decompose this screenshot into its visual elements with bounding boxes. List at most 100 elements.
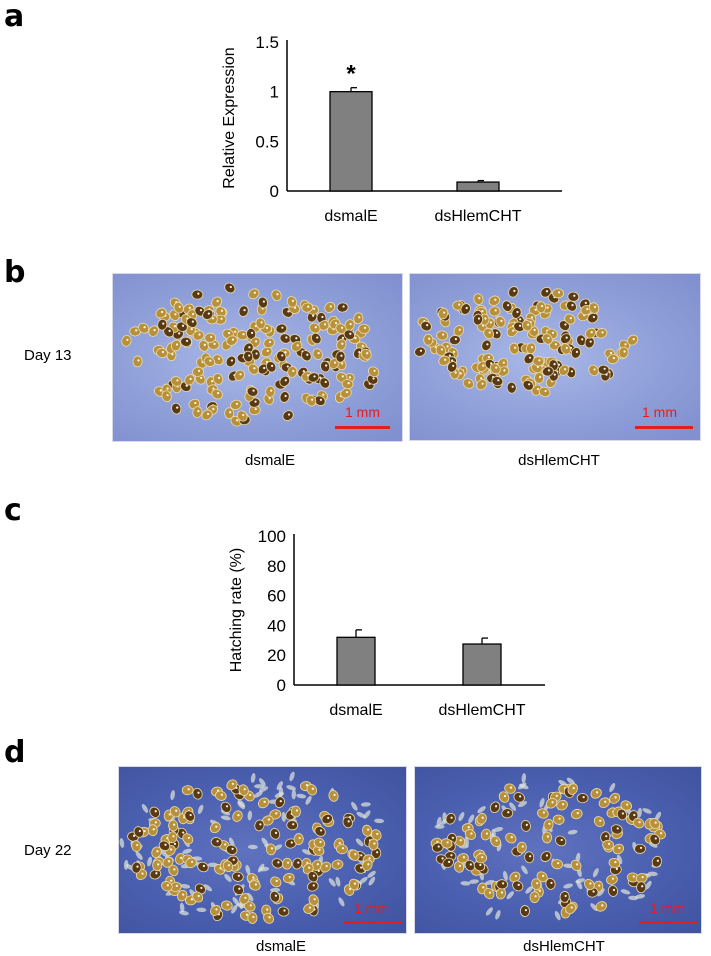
hatched-shell	[576, 880, 583, 890]
egg	[265, 843, 276, 856]
a-bar-dsmalE	[329, 91, 373, 192]
egg	[607, 353, 619, 365]
egg	[321, 813, 333, 825]
egg	[555, 835, 567, 847]
photo-b-dsmale: 1 mm	[112, 273, 403, 442]
egg	[552, 814, 565, 825]
egg	[152, 859, 163, 872]
hatched-shell	[355, 838, 364, 847]
egg	[560, 333, 572, 344]
c-bar-dsmalE	[336, 636, 376, 686]
hatched-shell	[642, 808, 652, 814]
egg	[551, 859, 564, 870]
egg	[246, 386, 259, 397]
egg	[269, 809, 282, 820]
egg	[453, 861, 465, 873]
hatched-shell	[119, 838, 125, 848]
egg	[488, 295, 501, 306]
egg	[534, 372, 545, 384]
egg	[290, 805, 301, 818]
egg	[284, 838, 297, 849]
c-y-tick-label: 0	[277, 676, 286, 695]
egg	[301, 350, 312, 362]
egg	[649, 818, 661, 830]
hatched-shell	[254, 784, 265, 789]
egg	[649, 833, 661, 846]
egg	[540, 851, 552, 862]
hatched-shell	[170, 790, 175, 801]
hatched-shell	[567, 829, 578, 835]
egg	[472, 313, 483, 326]
hatched-shell	[289, 771, 295, 782]
egg	[414, 346, 426, 357]
egg	[489, 363, 501, 375]
egg	[203, 356, 216, 367]
egg	[265, 361, 277, 373]
egg	[307, 372, 320, 383]
hatched-shell	[509, 802, 517, 811]
egg	[335, 350, 346, 363]
egg	[588, 302, 600, 314]
egg	[202, 309, 214, 320]
hatched-shell	[258, 786, 269, 793]
egg	[343, 329, 356, 341]
egg	[367, 366, 380, 378]
egg	[271, 289, 282, 302]
hatched-shell	[237, 801, 245, 810]
egg	[270, 876, 282, 888]
egg	[457, 853, 469, 864]
egg-photo	[121, 282, 380, 427]
hatched-shell	[609, 782, 616, 793]
egg	[258, 797, 270, 809]
egg	[250, 348, 261, 361]
egg	[225, 355, 237, 368]
egg	[360, 348, 372, 360]
egg	[340, 387, 352, 399]
egg	[331, 859, 344, 870]
egg	[224, 282, 236, 294]
egg	[212, 373, 224, 385]
egg	[192, 787, 203, 800]
egg	[587, 312, 599, 324]
egg	[498, 791, 510, 803]
hatched-shell	[286, 785, 296, 791]
egg	[626, 872, 639, 883]
egg	[291, 341, 303, 352]
egg	[447, 361, 458, 373]
egg	[232, 884, 244, 896]
egg	[192, 330, 205, 341]
egg	[529, 891, 540, 904]
hatched-shell	[517, 801, 528, 808]
hatched-shell	[554, 911, 561, 921]
egg	[542, 333, 553, 345]
egg	[491, 376, 504, 387]
hatched-shell	[296, 793, 307, 799]
egg	[462, 378, 475, 389]
hatched-shell	[245, 864, 251, 875]
egg	[651, 855, 662, 868]
scale-bar	[639, 921, 697, 924]
egg	[460, 303, 471, 315]
egg	[254, 819, 265, 832]
scale-label: 1 mm	[345, 404, 380, 420]
hatched-shell	[232, 897, 240, 906]
egg	[301, 302, 314, 313]
egg	[475, 853, 488, 864]
egg	[449, 335, 461, 346]
egg	[509, 342, 520, 355]
scale-label: 1 mm	[642, 404, 677, 420]
hatched-shell	[592, 868, 599, 878]
egg	[576, 793, 589, 804]
egg	[185, 857, 197, 869]
egg	[560, 343, 572, 355]
hatched-shell	[182, 848, 192, 854]
egg	[480, 828, 492, 841]
egg	[358, 323, 370, 334]
hatched-shell	[338, 897, 345, 907]
egg	[133, 826, 145, 838]
hatched-shell	[458, 812, 465, 822]
egg	[243, 350, 254, 363]
egg	[249, 880, 261, 891]
egg	[545, 797, 558, 809]
egg	[606, 874, 618, 885]
